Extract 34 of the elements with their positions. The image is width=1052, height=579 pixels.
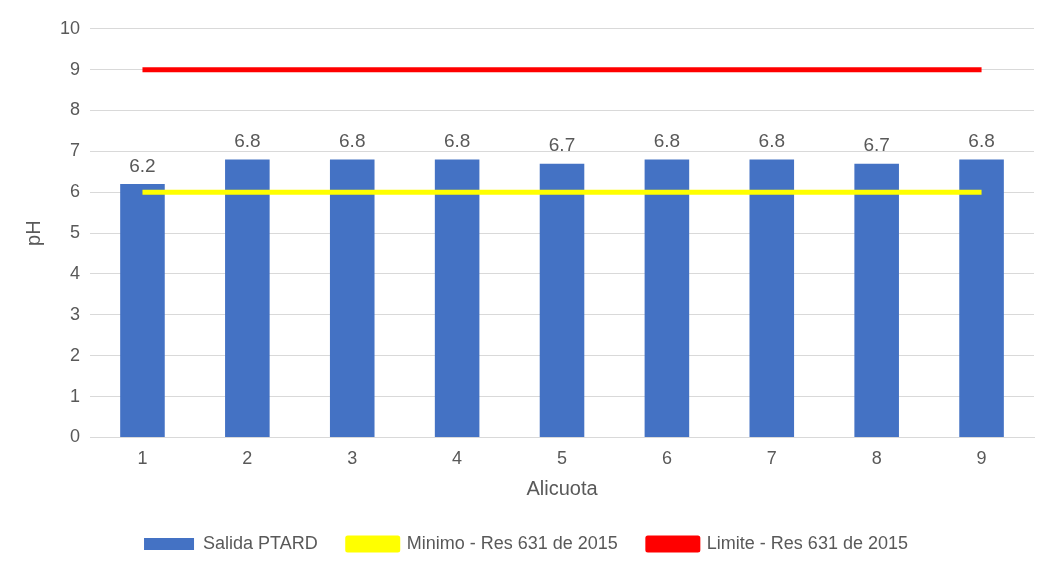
data-label: 6.7 [548,134,576,156]
data-label: 6.8 [968,130,995,152]
legend-label: Limite - Res 631 de 2015 [706,532,908,553]
x-tick-label: 8 [871,448,882,469]
y-tick-label: 3 [70,303,81,324]
x-tick-label: 7 [766,448,777,469]
y-tick-label: 4 [70,262,81,283]
y-tick-label: 0 [70,426,81,447]
y-tick-label: 10 [59,17,81,38]
x-tick-label: 2 [242,448,253,469]
y-axis-title: pH [21,220,44,246]
y-tick-label: 2 [70,344,81,365]
y-tick-label: 8 [70,99,81,120]
y-tick-label: 6 [70,181,81,202]
data-label: 6.8 [339,130,366,152]
data-label: 6.8 [234,130,261,152]
data-label: 6.8 [653,130,681,152]
y-tick-label: 7 [70,140,81,161]
data-label: 6.8 [443,130,471,152]
legend-label: Minimo - Res 631 de 2015 [406,532,618,553]
data-label: 6.2 [129,154,156,176]
x-tick-label: 6 [661,448,672,469]
y-tick-label: 1 [70,385,81,406]
x-tick-label: 5 [557,448,568,469]
data-label: 6.7 [863,134,890,156]
y-tick-label: 5 [70,222,81,243]
y-tick-label: 9 [70,58,81,79]
x-axis-title: Alicuota [526,476,599,499]
x-tick-label: 3 [347,448,358,469]
x-tick-label: 1 [137,448,148,469]
legend-label: Salida PTARD [203,532,318,553]
x-tick-label: 9 [976,448,987,469]
data-label: 6.8 [758,130,785,152]
x-tick-label: 4 [452,448,463,469]
